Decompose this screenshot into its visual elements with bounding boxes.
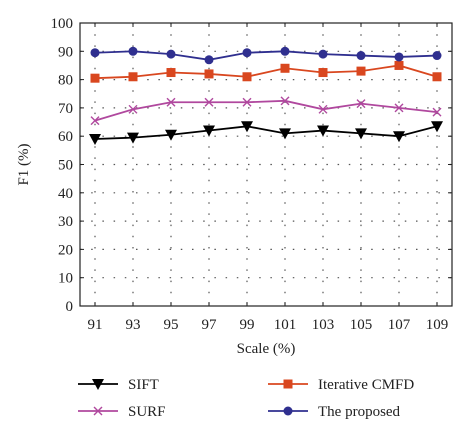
data-point-surf-stroke <box>318 104 328 114</box>
x-tick-label: 101 <box>274 317 297 333</box>
series-layer <box>89 46 443 146</box>
data-point-iterative-cmfd <box>242 72 252 82</box>
data-point-sift <box>127 132 139 144</box>
y-tick-label: 10 <box>58 271 73 287</box>
x-tick-label: 91 <box>88 317 103 333</box>
data-point-surf <box>280 96 290 106</box>
data-point-surf-stroke <box>128 104 138 114</box>
data-point-the-proposed <box>432 51 442 61</box>
data-point-sift <box>317 125 329 137</box>
series-line-surf <box>94 99 438 122</box>
legend-item-sift: SIFT <box>78 377 159 393</box>
grid <box>80 23 452 306</box>
y-tick-label: 100 <box>51 16 74 32</box>
y-tick-label: 90 <box>58 44 73 60</box>
data-point-surf-stroke <box>280 96 290 106</box>
legend-label: SIFT <box>128 377 159 393</box>
data-point-sift <box>203 125 215 137</box>
data-point-sift <box>279 128 291 140</box>
legend-item-the-proposed: The proposed <box>268 404 401 420</box>
data-point-the-proposed <box>318 49 328 59</box>
data-point-iterative-cmfd <box>318 68 328 78</box>
x-tick-label: 93 <box>126 317 141 333</box>
y-tick-label: 50 <box>58 158 73 174</box>
series-line-iterative-cmfd <box>94 64 438 80</box>
data-point-iterative-cmfd <box>280 63 290 73</box>
y-tick-label: 30 <box>58 214 73 230</box>
data-point-surf-stroke <box>242 97 252 107</box>
legend-label: The proposed <box>318 404 401 420</box>
data-point-the-proposed <box>280 46 290 56</box>
data-point-iterative-cmfd <box>166 68 176 78</box>
data-point-surf <box>394 103 404 113</box>
data-point-the-proposed <box>90 48 100 58</box>
data-point-sift <box>241 121 253 133</box>
data-point-iterative-cmfd <box>204 69 214 79</box>
data-point-surf-stroke <box>90 116 100 126</box>
data-point-sift <box>431 121 443 133</box>
x-tick-label: 103 <box>312 317 335 333</box>
data-point-the-proposed <box>166 49 176 59</box>
series-iterative-cmfd <box>90 60 442 83</box>
legend-marker <box>283 379 293 389</box>
y-tick-label: 80 <box>58 73 73 89</box>
data-point-the-proposed <box>242 48 252 58</box>
data-point-surf <box>128 104 138 114</box>
data-point-iterative-cmfd <box>432 72 442 82</box>
data-point-surf <box>166 97 176 107</box>
x-tick-label: 107 <box>388 317 411 333</box>
x-tick-label: 99 <box>240 317 255 333</box>
legend-marker <box>93 406 103 416</box>
y-tick-label: 40 <box>58 186 73 202</box>
data-point-surf-stroke <box>204 97 214 107</box>
x-tick-label: 109 <box>426 317 449 333</box>
data-point-sift <box>355 128 367 140</box>
data-point-iterative-cmfd <box>394 60 404 70</box>
y-tick-label: 20 <box>58 242 73 258</box>
data-point-surf <box>90 116 100 126</box>
data-point-sift <box>89 134 101 146</box>
series-line-sift <box>94 125 438 140</box>
data-point-surf <box>242 97 252 107</box>
series-the-proposed <box>90 46 442 65</box>
legend-label: SURF <box>128 404 166 420</box>
legend: SIFT SURF Iterative CMFD The proposed <box>78 377 414 420</box>
data-point-surf <box>204 97 214 107</box>
data-point-surf-stroke <box>432 107 442 117</box>
data-point-iterative-cmfd <box>128 72 138 82</box>
data-point-the-proposed <box>394 52 404 62</box>
legend-marker-stroke <box>93 406 103 416</box>
y-axis-title: F1 (%) <box>16 143 32 185</box>
x-tick-label: 97 <box>202 317 218 333</box>
legend-item-iterative-cmfd: Iterative CMFD <box>268 377 414 393</box>
series-surf <box>90 96 442 126</box>
legend-item-surf: SURF <box>78 404 166 420</box>
data-point-surf-stroke <box>394 103 404 113</box>
data-point-sift <box>165 129 177 141</box>
y-tick-label: 70 <box>58 101 73 117</box>
y-tick-label: 60 <box>58 129 73 145</box>
legend-marker <box>283 406 293 416</box>
x-tick-label: 105 <box>350 317 373 333</box>
x-axis-title: Scale (%) <box>237 341 296 357</box>
y-tick-label: 0 <box>66 299 74 315</box>
data-point-surf-stroke <box>356 99 366 109</box>
series-line-the-proposed <box>94 50 438 61</box>
data-point-iterative-cmfd <box>90 73 100 83</box>
axis-ticks: 0 10 20 30 40 50 60 70 80 90 100 91 93 95 97 99 101 103 10… <box>51 16 452 333</box>
legend-label: Iterative CMFD <box>318 377 414 393</box>
data-point-the-proposed <box>128 46 138 56</box>
data-point-surf <box>356 99 366 109</box>
series-sift <box>89 121 443 146</box>
data-point-surf <box>318 104 328 114</box>
data-point-the-proposed <box>204 55 214 65</box>
x-tick-label: 95 <box>164 317 179 333</box>
data-point-surf-stroke <box>166 97 176 107</box>
data-point-iterative-cmfd <box>356 66 366 76</box>
data-point-the-proposed <box>356 51 366 61</box>
legend-marker <box>92 379 104 390</box>
data-point-surf <box>432 107 442 117</box>
data-point-sift <box>393 131 405 143</box>
